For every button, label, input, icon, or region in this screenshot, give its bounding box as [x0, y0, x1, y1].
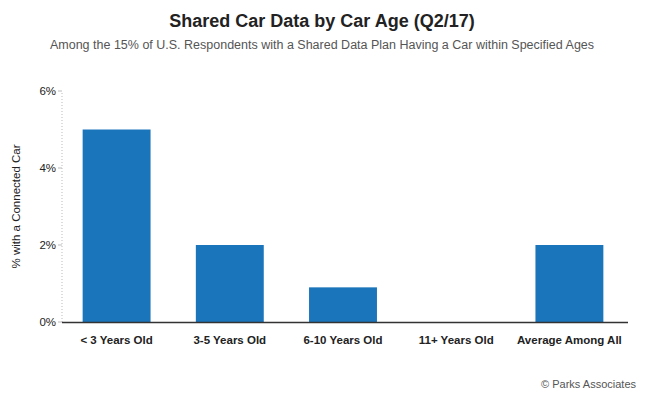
x-tick-label: 3-5 Years Old — [193, 334, 266, 346]
y-tick — [58, 91, 62, 92]
y-tick — [58, 322, 62, 323]
x-tick-label: 6-10 Years Old — [303, 334, 382, 346]
chart: Shared Car Data by Car Age (Q2/17) Among … — [0, 0, 645, 400]
y-tick — [58, 245, 62, 246]
subtitle: Among the 15% of U.S. Respondents with a… — [50, 38, 594, 52]
y-axis-line — [62, 91, 63, 322]
x-tick-label: Average Among All — [517, 334, 622, 346]
bar — [83, 130, 151, 323]
y-tick-label: 2% — [39, 239, 56, 251]
title: Shared Car Data by Car Age (Q2/17) — [169, 11, 474, 31]
bar — [535, 245, 603, 322]
x-tick-label: 11+ Years Old — [419, 334, 494, 346]
source: © Parks Associates — [541, 378, 636, 390]
bar — [309, 287, 377, 322]
y-tick — [58, 168, 62, 169]
bar — [196, 245, 264, 322]
x-tick-label: < 3 Years Old — [80, 334, 152, 346]
y-tick-label: 0% — [39, 316, 56, 328]
x-axis-line — [62, 322, 628, 323]
y-tick-label: 4% — [39, 162, 56, 174]
y-axis-label: % with a Connected Car — [10, 144, 22, 268]
y-tick-label: 6% — [39, 85, 56, 97]
